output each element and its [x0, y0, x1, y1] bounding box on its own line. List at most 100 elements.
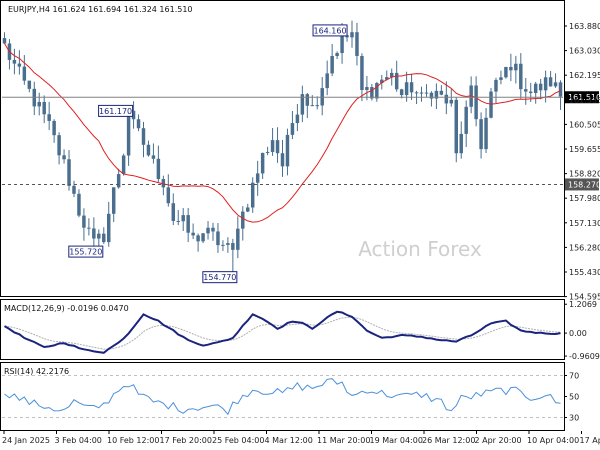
- candle-body: [459, 133, 463, 154]
- x-tick-label: 19 Mar 04:00: [370, 436, 423, 445]
- candle-body: [275, 140, 280, 154]
- candle-body: [37, 101, 41, 107]
- candle-body: [12, 59, 17, 64]
- price-y-axis: 163.880 163.030 162.195 161.335 160.505 159.6…: [564, 22, 600, 302]
- candle-body: [250, 182, 255, 208]
- candle-body: [439, 90, 444, 95]
- price-annotation-box: [68, 245, 104, 258]
- macd-y-axis: 1.2069 0.00 -0.9609: [564, 300, 600, 361]
- x-tick-label: 25 Feb 04:00: [212, 436, 264, 445]
- candle-body: [166, 187, 171, 204]
- candle-body: [77, 193, 81, 216]
- candle-body: [201, 233, 205, 242]
- x-tick-label: 4 Mar 12:00: [265, 436, 313, 445]
- candle-body: [394, 72, 399, 90]
- candle-body: [171, 203, 176, 221]
- candle-body: [57, 135, 61, 156]
- candle-body: [236, 228, 240, 250]
- candle-body: [270, 140, 275, 152]
- candle-body: [315, 105, 319, 107]
- candle-body: [231, 243, 235, 250]
- rsi-panel: 70 50 30 RSI(14) 42.2176: [0, 362, 579, 431]
- candle-body: [131, 110, 136, 120]
- price-y-tick-label: 160.505: [569, 120, 600, 129]
- candle-body: [226, 243, 230, 245]
- candle-body: [141, 128, 146, 145]
- rsi-panel-frame: [0, 362, 565, 431]
- watermark: Action Forex: [358, 237, 482, 261]
- x-tick-label: 11 Mar 20:00: [317, 436, 370, 445]
- horizontal-lines: 161.510 158.270: [2, 91, 600, 191]
- candle-body: [370, 87, 374, 99]
- candle-body: [221, 244, 225, 246]
- rsi-y-tick-label: 50: [569, 393, 579, 402]
- candle-body: [494, 79, 498, 92]
- candle-body: [543, 77, 548, 91]
- candle-body: [62, 155, 66, 160]
- price-y-tick-label: 156.280: [569, 243, 600, 252]
- price-y-tick-label: 159.655: [569, 145, 600, 154]
- candle-body: [72, 185, 76, 194]
- candle-body: [290, 123, 295, 135]
- candle-body: [67, 159, 71, 186]
- candle-body: [548, 77, 553, 87]
- candle-body: [107, 213, 111, 243]
- candle-body: [434, 90, 439, 99]
- macd-y-tick-label: 0.00: [569, 329, 587, 338]
- candle-body: [211, 227, 215, 232]
- candle-body: [419, 92, 424, 94]
- price-annotation-label: 164.160: [313, 26, 346, 35]
- rsi-y-axis: 70 50 30: [564, 372, 579, 423]
- candle-body: [126, 110, 131, 156]
- price-annotation-box: [98, 104, 134, 117]
- candle-body: [151, 155, 156, 159]
- candle-body: [528, 91, 533, 94]
- candle-body: [444, 94, 449, 104]
- candle-body: [484, 117, 488, 150]
- price-y-tick-label: 163.880: [569, 22, 600, 31]
- candle-body: [474, 85, 478, 120]
- candle-body: [553, 82, 558, 87]
- candle-body: [385, 77, 389, 80]
- candle-body: [538, 83, 543, 91]
- candle-body: [325, 73, 329, 89]
- candle-body: [121, 155, 126, 175]
- candle-body: [47, 114, 51, 121]
- x-tick-label: 26 Mar 12:00: [422, 436, 475, 445]
- candle-body: [449, 99, 454, 104]
- candle-body: [136, 119, 141, 129]
- candle-body: [365, 87, 369, 90]
- price-y-tick-label: 162.195: [569, 71, 600, 80]
- candle-body: [454, 99, 458, 154]
- rsi-line: [4, 378, 561, 416]
- price-y-tick-label: 161.335: [569, 96, 600, 105]
- candle-body: [17, 63, 22, 67]
- candle-body: [111, 187, 116, 214]
- candle-body: [404, 82, 409, 96]
- candle-body: [246, 207, 250, 212]
- price-panel-title: EURJPY,H4 161.624 161.694 161.324 161.51…: [8, 5, 193, 14]
- candle-body: [216, 231, 220, 246]
- candle-body: [265, 151, 270, 153]
- candle-body: [350, 32, 354, 38]
- candle-body: [479, 119, 483, 150]
- macd-y-tick-label: -0.9609: [569, 352, 600, 361]
- macd-y-tick-label: 1.2069: [569, 300, 597, 309]
- price-annotation-label: 161.170: [99, 107, 132, 116]
- candle-body: [414, 92, 419, 94]
- price-y-tick-label: 158.820: [569, 170, 600, 179]
- candle-body: [196, 235, 200, 242]
- level-label-bg: [565, 178, 599, 191]
- candle-body: [260, 152, 265, 174]
- candle-body: [181, 215, 185, 222]
- candle-body: [389, 72, 394, 78]
- price-annotation-box: [312, 24, 348, 37]
- rsi-panel-title: RSI(14) 42.2176: [4, 367, 69, 376]
- candle-body: [285, 134, 290, 167]
- x-tick-label: 10 Apr 04:00: [527, 436, 579, 445]
- candle-body: [176, 220, 180, 222]
- candle-body: [330, 55, 334, 74]
- candle-body: [97, 233, 101, 239]
- candle-body: [295, 114, 300, 124]
- candle-body: [558, 82, 563, 97]
